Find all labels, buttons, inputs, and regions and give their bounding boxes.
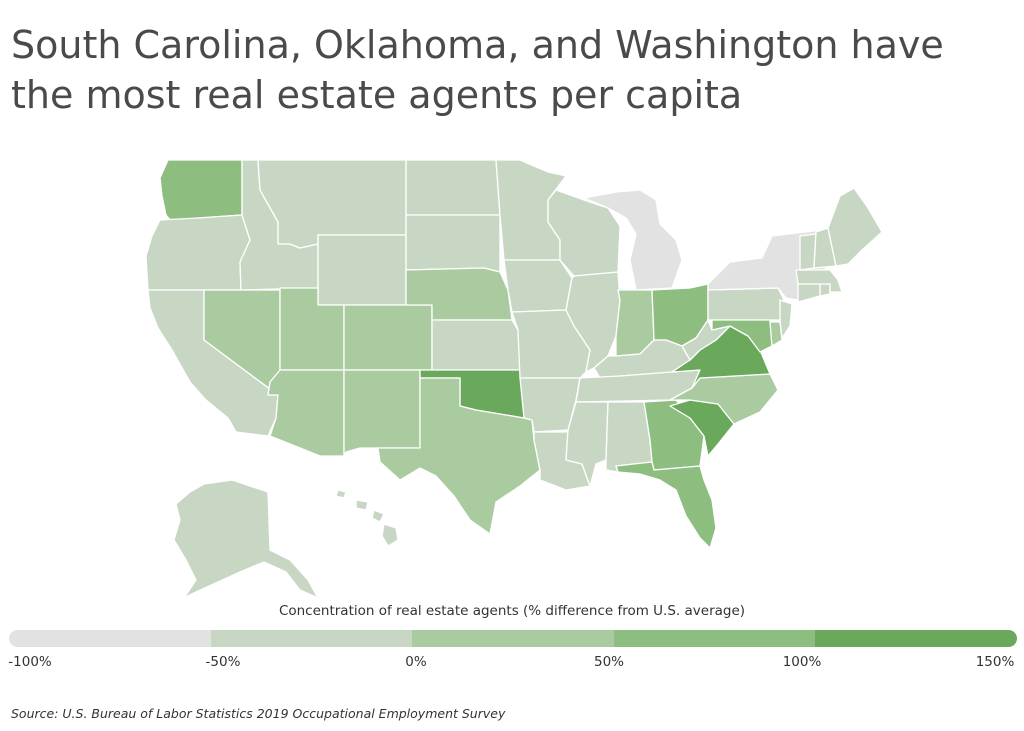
legend-color-scale xyxy=(9,630,1017,647)
state-CT[interactable] xyxy=(797,283,821,303)
state-MI[interactable] xyxy=(583,189,683,291)
legend-tick-label: 0% xyxy=(405,654,427,670)
legend-tick-label: -50% xyxy=(205,654,241,670)
state-NJ[interactable] xyxy=(779,299,793,339)
state-TX[interactable] xyxy=(377,377,541,535)
chart-title: South Carolina, Oklahoma, and Washington… xyxy=(11,23,944,117)
state-RI[interactable] xyxy=(819,283,831,297)
legend-title: Concentration of real estate agents (% d… xyxy=(278,603,746,619)
state-SD[interactable] xyxy=(405,214,501,273)
legend-tick-label: 100% xyxy=(782,654,822,670)
state-ME[interactable] xyxy=(827,187,883,267)
state-MA[interactable] xyxy=(795,269,843,293)
state-DE[interactable] xyxy=(769,321,783,347)
state-IA[interactable] xyxy=(503,259,573,313)
legend-bin-1 xyxy=(210,630,413,647)
state-NM[interactable] xyxy=(343,369,421,457)
state-WY[interactable] xyxy=(317,234,407,306)
legend-tick-label: 50% xyxy=(593,654,625,670)
state-AK[interactable] xyxy=(173,479,319,599)
source-note: Source: U.S. Bureau of Labor Statistics … xyxy=(11,706,506,721)
state-CO[interactable] xyxy=(343,304,433,371)
legend-bin-4 xyxy=(815,630,1017,647)
legend-bin-0 xyxy=(9,630,211,647)
state-AZ[interactable] xyxy=(267,369,345,457)
legend-bin-2 xyxy=(412,630,614,647)
state-FL[interactable] xyxy=(615,461,717,549)
state-shapes xyxy=(145,159,883,599)
state-OR[interactable] xyxy=(145,214,251,291)
state-PA[interactable] xyxy=(707,287,785,321)
state-KS[interactable] xyxy=(431,319,521,371)
legend-bin-3 xyxy=(613,630,816,647)
state-ND[interactable] xyxy=(405,159,501,216)
state-HI[interactable] xyxy=(335,489,399,547)
legend-tick-label: -100% xyxy=(8,654,52,670)
state-WA[interactable] xyxy=(159,159,243,223)
legend-tick-label: 150% xyxy=(975,654,1015,670)
